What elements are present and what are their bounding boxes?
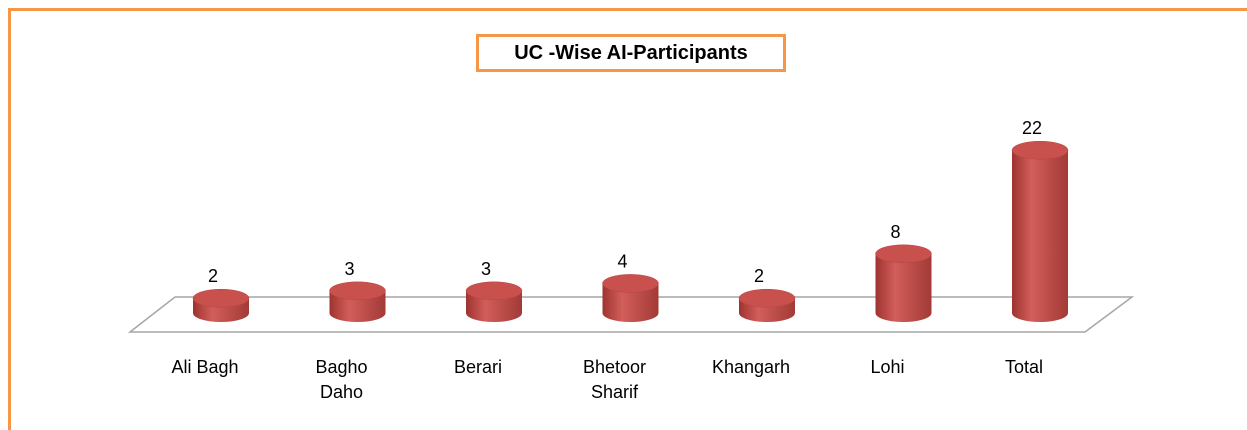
data-label: 2 xyxy=(754,266,764,286)
x-tick-label: Bhetoor Sharif xyxy=(582,357,647,402)
bar xyxy=(875,244,932,322)
data-label: 22 xyxy=(1022,118,1042,138)
data-label: 3 xyxy=(344,259,354,279)
bar-top xyxy=(602,274,659,293)
bar-top xyxy=(465,281,523,301)
bar-body xyxy=(602,283,659,322)
bar-top xyxy=(329,281,386,301)
data-label: 4 xyxy=(617,251,627,271)
x-tick-label: Total xyxy=(1004,357,1044,377)
bar-body xyxy=(875,253,932,322)
data-label: 3 xyxy=(481,259,491,279)
bar-top xyxy=(738,288,796,308)
bar xyxy=(602,274,659,322)
bar xyxy=(738,288,796,322)
bar xyxy=(1011,140,1069,322)
bar-top xyxy=(1011,140,1069,160)
x-tick-label: Berari xyxy=(453,357,502,377)
chart-frame xyxy=(8,8,1247,430)
data-label: 2 xyxy=(208,266,218,286)
bar xyxy=(465,281,523,322)
bar xyxy=(329,281,386,322)
x-tick-label: Bagho Daho xyxy=(315,357,368,402)
bar xyxy=(192,288,250,322)
bar-body xyxy=(1012,150,1068,322)
x-tick-label: Lohi xyxy=(870,357,905,377)
bar-top xyxy=(875,244,932,264)
bar-top xyxy=(192,288,250,308)
data-label: 8 xyxy=(890,222,900,242)
chart-title: UC -Wise AI-Participants xyxy=(476,34,786,72)
x-tick-label: Khangarh xyxy=(711,357,791,377)
x-tick-label: Ali Bagh xyxy=(171,357,239,377)
